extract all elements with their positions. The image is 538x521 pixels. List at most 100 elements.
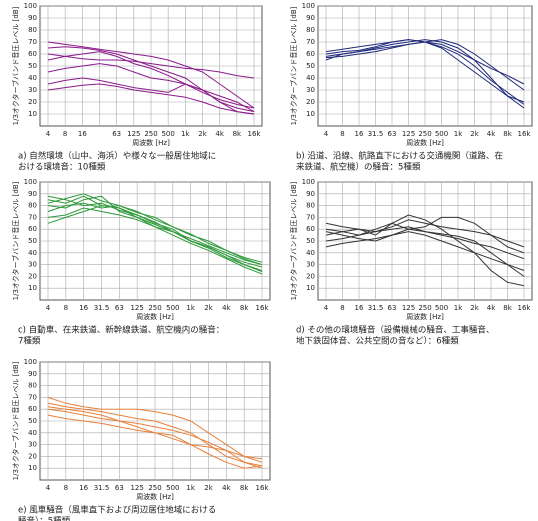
- data-line: [47, 83, 255, 115]
- y-tick-label: 60: [306, 50, 315, 58]
- x-tick-label: 1k: [186, 304, 195, 312]
- y-tick-label: 70: [28, 38, 37, 46]
- x-tick-label: 8: [64, 304, 68, 312]
- y-tick-label: 100: [24, 358, 37, 366]
- x-tick-label: 8k: [240, 304, 249, 312]
- x-tick-label: 1k: [181, 130, 190, 138]
- y-axis-label: 1/3オクターブバンド音圧レベル [dB]: [11, 6, 20, 125]
- y-tick-label: 50: [28, 237, 37, 245]
- caption: d) その他の環境騒音（設備機械の騒音、工事騒音、: [296, 325, 494, 336]
- y-axis-label: 1/3オクターブバンド音圧レベル [dB]: [11, 361, 20, 480]
- y-tick-label: 60: [28, 405, 37, 413]
- y-tick-label: 10: [306, 110, 315, 118]
- x-tick-label: 250: [418, 304, 431, 312]
- x-tick-label: 8k: [240, 484, 249, 492]
- x-tick-label: 31.5: [94, 484, 110, 492]
- data-line: [47, 77, 255, 115]
- y-tick-label: 40: [306, 74, 315, 82]
- x-axis-label: 周波数 [Hz]: [132, 138, 170, 147]
- y-tick-label: 90: [28, 14, 37, 22]
- x-tick-label: 1k: [186, 484, 195, 492]
- data-line: [47, 195, 263, 266]
- x-tick-label: 8: [340, 130, 344, 138]
- y-tick-label: 20: [28, 272, 37, 280]
- y-tick-label: 30: [306, 86, 315, 94]
- data-line: [47, 205, 263, 273]
- x-tick-label: 8: [64, 484, 68, 492]
- y-axis-label: 1/3オクターブバンド音圧レベル [dB]: [11, 181, 20, 300]
- x-tick-label: 4: [46, 130, 51, 138]
- x-tick-label: 4: [324, 304, 329, 312]
- x-axis-label: 周波数 [Hz]: [406, 138, 444, 147]
- x-tick-label: 4k: [222, 484, 231, 492]
- x-tick-label: 16k: [518, 304, 532, 312]
- y-tick-label: 20: [306, 98, 315, 106]
- x-tick-label: 8k: [233, 130, 242, 138]
- x-tick-label: 16: [355, 304, 364, 312]
- caption: e) 風車騒音（風車直下および周辺居住地域における: [18, 505, 216, 516]
- x-tick-label: 250: [144, 130, 157, 138]
- x-tick-label: 500: [161, 130, 174, 138]
- x-tick-label: 2k: [470, 130, 479, 138]
- y-tick-label: 100: [24, 2, 37, 10]
- caption: a) 自然環境（山中、海浜）や様々な一般居住地域に: [18, 151, 216, 162]
- caption: c) 自動車、在来鉄道、新幹線鉄道、航空機内の騒音：: [18, 325, 224, 336]
- data-line: [47, 414, 263, 469]
- x-tick-label: 250: [148, 484, 161, 492]
- x-tick-label: 16: [355, 130, 364, 138]
- y-axis-label: 1/3オクターブバンド音圧レベル [dB]: [289, 6, 298, 125]
- data-line: [325, 216, 525, 254]
- x-tick-label: 500: [166, 484, 179, 492]
- data-line: [325, 214, 525, 287]
- y-tick-label: 30: [28, 441, 37, 449]
- y-tick-label: 80: [28, 26, 37, 34]
- caption: 地下鉄固体音、公共空間の音など）：6種類: [296, 336, 459, 347]
- x-tick-label: 8: [63, 130, 67, 138]
- x-axis-label: 周波数 [Hz]: [136, 492, 174, 501]
- x-tick-label: 250: [418, 130, 431, 138]
- x-tick-label: 63: [388, 130, 397, 138]
- y-axis-label: 1/3オクターブバンド音圧レベル [dB]: [289, 181, 298, 300]
- x-tick-label: 125: [130, 484, 143, 492]
- x-tick-label: 63: [115, 484, 124, 492]
- x-tick-label: 63: [112, 130, 121, 138]
- x-tick-label: 4: [324, 130, 329, 138]
- x-tick-label: 16: [79, 304, 88, 312]
- data-line: [47, 51, 255, 109]
- x-tick-label: 16: [79, 484, 88, 492]
- y-tick-label: 80: [306, 26, 315, 34]
- x-tick-label: 4: [46, 484, 51, 492]
- x-tick-label: 1k: [454, 130, 463, 138]
- x-tick-label: 4k: [487, 304, 496, 312]
- y-tick-label: 100: [302, 178, 315, 186]
- y-tick-label: 50: [306, 62, 315, 70]
- y-tick-label: 70: [306, 213, 315, 221]
- y-tick-label: 70: [28, 393, 37, 401]
- x-tick-label: 1k: [454, 304, 463, 312]
- x-tick-label: 63: [388, 304, 397, 312]
- x-tick-label: 2k: [204, 484, 213, 492]
- x-tick-label: 16: [78, 130, 87, 138]
- y-tick-label: 50: [28, 417, 37, 425]
- y-tick-label: 90: [28, 370, 37, 378]
- x-tick-label: 4: [46, 304, 51, 312]
- y-tick-label: 50: [306, 237, 315, 245]
- x-tick-label: 16k: [248, 130, 262, 138]
- x-tick-label: 2k: [470, 304, 479, 312]
- x-tick-label: 16k: [256, 484, 270, 492]
- caption: 騒音）：5種類: [18, 516, 71, 521]
- x-axis-label: 周波数 [Hz]: [406, 312, 444, 321]
- data-line: [47, 53, 255, 79]
- y-tick-label: 30: [28, 261, 37, 269]
- x-tick-label: 16k: [518, 130, 532, 138]
- y-tick-label: 20: [28, 452, 37, 460]
- x-axis-label: 周波数 [Hz]: [136, 312, 174, 321]
- y-tick-label: 60: [28, 225, 37, 233]
- caption: 来鉄道、航空機）の騒音：5種類: [296, 162, 421, 173]
- y-tick-label: 60: [28, 50, 37, 58]
- caption: おける環境音：10種類: [18, 162, 106, 173]
- data-line: [325, 228, 525, 277]
- y-tick-label: 20: [306, 272, 315, 280]
- x-tick-label: 500: [435, 304, 448, 312]
